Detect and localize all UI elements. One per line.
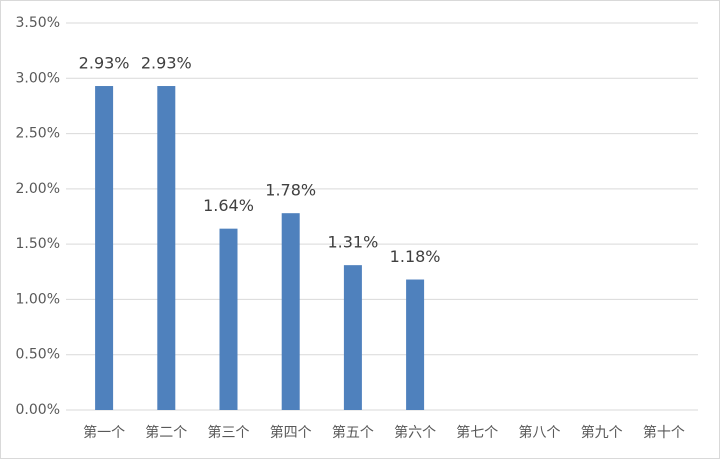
y-tick-label: 3.00% (16, 70, 60, 86)
bar (343, 265, 362, 410)
value-label: 1.18% (390, 247, 441, 266)
x-tick-label: 第九个 (581, 424, 623, 441)
x-tick-label: 第八个 (519, 424, 561, 441)
x-tick-label: 第一个 (83, 424, 125, 441)
x-tick-label: 第六个 (394, 424, 436, 441)
bar (281, 213, 300, 410)
bar (157, 86, 176, 411)
bar (219, 228, 238, 410)
x-tick-label: 第十个 (643, 424, 685, 441)
y-tick-label: 2.50% (16, 126, 60, 142)
bar (406, 279, 425, 410)
y-tick-label: 2.00% (16, 181, 60, 197)
value-label: 1.31% (327, 233, 378, 252)
y-tick-label: 3.50% (16, 15, 60, 31)
x-tick-label: 第二个 (145, 424, 187, 441)
bar (95, 86, 114, 411)
y-tick-label: 0.50% (16, 347, 60, 363)
y-tick-label: 1.00% (16, 291, 60, 307)
x-tick-label: 第七个 (456, 424, 498, 441)
value-label: 2.93% (79, 54, 130, 73)
value-label: 1.78% (265, 181, 316, 200)
y-tick-label: 1.50% (16, 236, 60, 252)
y-tick-label: 0.00% (16, 402, 60, 418)
value-label: 1.64% (203, 196, 254, 215)
x-tick-label: 第五个 (332, 424, 374, 441)
value-label: 2.93% (141, 54, 192, 73)
x-tick-label: 第四个 (270, 424, 312, 441)
x-tick-label: 第三个 (208, 424, 250, 441)
